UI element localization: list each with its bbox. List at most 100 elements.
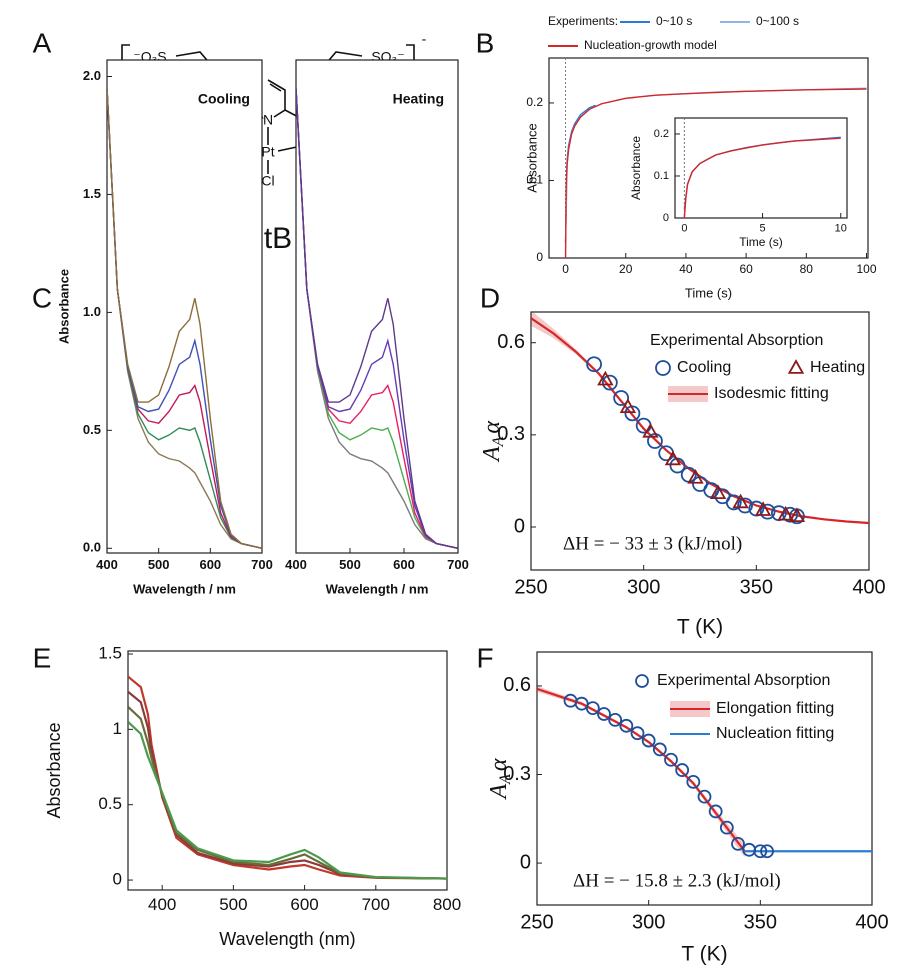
x-tick-label: 20 xyxy=(619,262,633,276)
y-label-tail: α xyxy=(479,421,505,434)
panel-label: F xyxy=(476,642,493,673)
y-tick-label: 0 xyxy=(113,870,122,889)
x-axis-label: T (K) xyxy=(681,943,727,966)
y-tick-label: 0.6 xyxy=(497,331,525,353)
y-tick-label: 1.0 xyxy=(83,304,101,319)
annotation: ΔH = − 33 ± 3 (kJ/mol) xyxy=(563,533,742,554)
data-point xyxy=(613,390,630,406)
y-tick-label: 1.5 xyxy=(98,643,122,662)
y-tick-label: 0 xyxy=(663,212,669,224)
plot-frame xyxy=(295,59,459,554)
legend-marker xyxy=(635,674,649,688)
y-tick-label: 0.2 xyxy=(526,95,543,109)
plot-title: Heating xyxy=(393,91,444,107)
x-tick-label: 500 xyxy=(339,557,361,572)
plot-frame xyxy=(536,651,873,906)
data-point xyxy=(725,494,742,511)
x-tick-label: 300 xyxy=(627,576,660,598)
x-tick-label: 250 xyxy=(520,911,553,933)
series-layer xyxy=(683,136,841,218)
data-point xyxy=(601,374,618,391)
y-axis-label: Absorbance xyxy=(56,269,71,344)
y-tick-label: 0.3 xyxy=(503,763,531,785)
x-tick-label: 800 xyxy=(433,895,461,914)
y-label-sub: A xyxy=(497,774,514,785)
y-label-base: A xyxy=(486,784,512,801)
legend-title: Experimental Absorption xyxy=(650,332,823,349)
x-tick-label: 0 xyxy=(681,223,687,235)
data-point xyxy=(597,707,611,721)
legend-label: 0~100 s xyxy=(756,14,799,28)
data-point xyxy=(608,712,623,727)
data-point xyxy=(686,774,701,789)
y-axis-label: AAα xyxy=(486,758,514,800)
y-axis-label: Absorbance xyxy=(524,123,539,192)
x-tick-label: 700 xyxy=(362,895,390,914)
y-tick-label: 0.3 xyxy=(497,423,525,445)
x-axis-label: T (K) xyxy=(677,616,723,639)
y-tick-label: 0.2 xyxy=(654,128,669,140)
series-layer xyxy=(128,675,447,880)
series-layer xyxy=(296,88,458,549)
legend-title: Experiments: xyxy=(548,14,618,28)
x-tick-label: 600 xyxy=(290,895,318,914)
x-tick-label: 500 xyxy=(219,895,247,914)
panel-label: C xyxy=(32,282,52,313)
x-tick-label: 500 xyxy=(148,557,170,572)
plot-frame xyxy=(127,650,448,891)
x-tick-label: 600 xyxy=(393,557,415,572)
x-tick-label: 600 xyxy=(199,557,221,572)
y-tick-label: 1.5 xyxy=(83,186,101,201)
data-point xyxy=(664,752,678,767)
legend-marker xyxy=(655,360,671,376)
series-line xyxy=(128,721,447,880)
data-point xyxy=(585,701,600,715)
x-tick-label: 60 xyxy=(739,262,753,276)
data-point xyxy=(586,356,602,373)
charge-label: - xyxy=(422,31,427,47)
y-label-sub: A xyxy=(490,436,507,447)
data-point xyxy=(641,733,656,748)
annotation: ΔH = − 15.8 ± 2.3 (kJ/mol) xyxy=(573,870,781,891)
data-point xyxy=(732,493,749,509)
x-tick-label: 400 xyxy=(852,576,885,598)
data-point xyxy=(652,742,667,757)
x-tick-label: 400 xyxy=(148,895,176,914)
data-point xyxy=(760,844,774,859)
x-tick-label: 10 xyxy=(835,223,847,235)
x-tick-label: 400 xyxy=(855,911,888,933)
plot-frame xyxy=(530,311,870,571)
y-tick-label: 0 xyxy=(520,851,531,873)
panel-label: E xyxy=(33,642,52,673)
plot-frame xyxy=(106,59,263,554)
series-line xyxy=(564,88,867,258)
plot-frame xyxy=(674,117,848,219)
y-tick-label: 2.0 xyxy=(83,68,101,83)
x-tick-label: 700 xyxy=(251,557,273,572)
data-point xyxy=(664,450,682,466)
x-tick-label: 5 xyxy=(760,223,766,235)
y-axis-label: Absorbance xyxy=(629,136,643,200)
data-point xyxy=(619,398,637,414)
data-point xyxy=(624,405,641,422)
data-point xyxy=(619,718,634,733)
x-tick-label: 100 xyxy=(856,262,876,276)
y-tick-label: 0.6 xyxy=(503,674,531,696)
legend-label: Isodesmic fitting xyxy=(714,385,829,402)
x-tick-label: 300 xyxy=(632,911,665,933)
x-axis-label: Time (s) xyxy=(739,235,783,249)
y-tick-label: 0.1 xyxy=(526,173,543,187)
y-tick-label: 0.0 xyxy=(83,540,101,555)
panel-label: A xyxy=(33,27,52,58)
panel-label: D xyxy=(480,282,500,313)
y-tick-label: 0 xyxy=(514,515,525,537)
data-point xyxy=(709,484,727,500)
data-point xyxy=(642,422,659,438)
x-axis-label: Wavelength / nm xyxy=(133,581,236,596)
series-layer xyxy=(564,87,867,258)
y-tick-label: 1 xyxy=(113,719,122,738)
series-line xyxy=(128,705,447,880)
atom-label: N xyxy=(263,112,273,128)
y-tick-label: 0 xyxy=(536,250,543,264)
series-layer xyxy=(107,88,262,549)
